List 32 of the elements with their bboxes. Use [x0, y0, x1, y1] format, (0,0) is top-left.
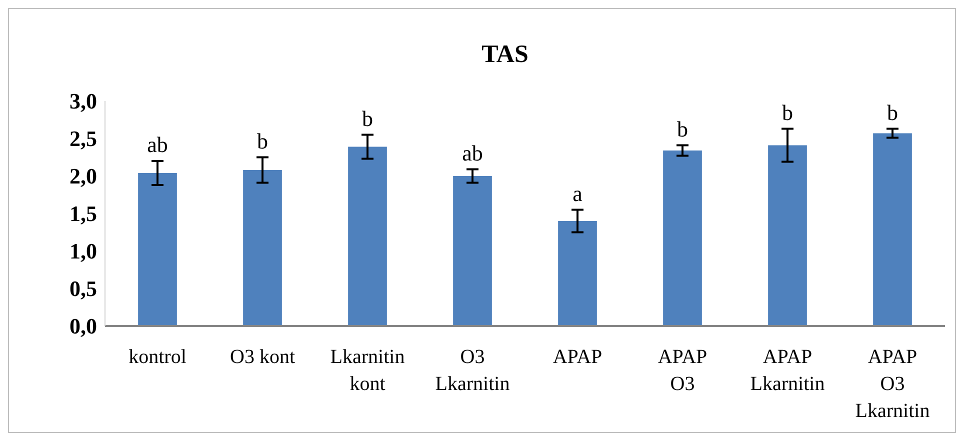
- bar: [243, 170, 282, 326]
- x-tick-label: Lkarnitin kont: [330, 346, 405, 395]
- annotation: ab: [462, 140, 483, 166]
- x-tick-label: O3 Lkarnitin: [435, 346, 510, 395]
- x-tick-label: APAP Lkarnitin: [750, 346, 825, 395]
- y-tick-label: 3,0: [70, 88, 97, 114]
- y-tick-label: 1,5: [70, 201, 97, 226]
- annotation: b: [782, 100, 793, 125]
- annotation: ab: [147, 132, 168, 157]
- bar: [453, 176, 492, 326]
- y-tick-label: 0,0: [70, 314, 97, 339]
- bar: [348, 146, 387, 326]
- x-tick-label: APAP O3: [658, 346, 708, 395]
- x-tick-label: APAP: [552, 346, 602, 368]
- x-tick-label: O3 kont: [230, 346, 296, 368]
- bar: [873, 133, 912, 326]
- y-tick-label: 1,0: [70, 238, 97, 264]
- annotation: b: [677, 116, 688, 142]
- chart-title: TAS: [482, 41, 528, 68]
- annotation: b: [362, 106, 373, 131]
- annotation: b: [887, 100, 898, 125]
- bar: [558, 221, 597, 326]
- bar: [768, 145, 807, 326]
- x-tick-label: APAP O3 Lkarnitin: [855, 346, 930, 422]
- bar: [138, 173, 177, 326]
- y-tick-label: 2,0: [70, 164, 97, 189]
- x-tick-label: kontrol: [128, 346, 187, 368]
- bar: [663, 150, 702, 326]
- y-tick-label: 0,5: [70, 276, 97, 302]
- y-tick-label: 2,5: [70, 126, 97, 152]
- annotation: a: [572, 180, 583, 206]
- annotation: b: [257, 128, 268, 154]
